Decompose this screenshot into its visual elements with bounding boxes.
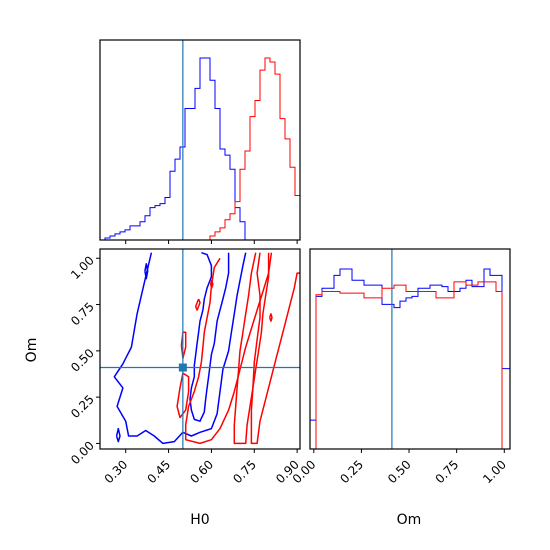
h0-hist-series-2 (100, 57, 300, 240)
contour-series-2-island (268, 313, 273, 322)
truth-marker (178, 363, 187, 372)
om-axis-label: Om (397, 512, 422, 528)
om-hist-frame (309, 248, 511, 450)
contour-series-1-inner (189, 251, 230, 422)
contour-series-1-outer (113, 252, 247, 445)
contour-frame (99, 248, 301, 450)
contour-series-2-island (180, 331, 187, 360)
om-hist-series-1 (310, 268, 510, 449)
contour-series-2-outer (250, 252, 300, 445)
contour-series-2-inner (233, 252, 270, 445)
h0-hist-series-1 (100, 57, 300, 240)
om-hist-series-2 (310, 281, 510, 449)
contour-series-1-island (144, 263, 149, 280)
contour-series-2-island (209, 279, 214, 289)
h0-hist-frame (99, 39, 301, 241)
h0-axis-label: H0 (190, 512, 209, 528)
h0-histogram-panel (99, 39, 301, 244)
contour-series-2-outer (184, 252, 273, 445)
contour-series-1-island (115, 427, 121, 443)
om-y-axis-label: Om (24, 338, 40, 363)
contour-series-2-island (194, 298, 201, 311)
